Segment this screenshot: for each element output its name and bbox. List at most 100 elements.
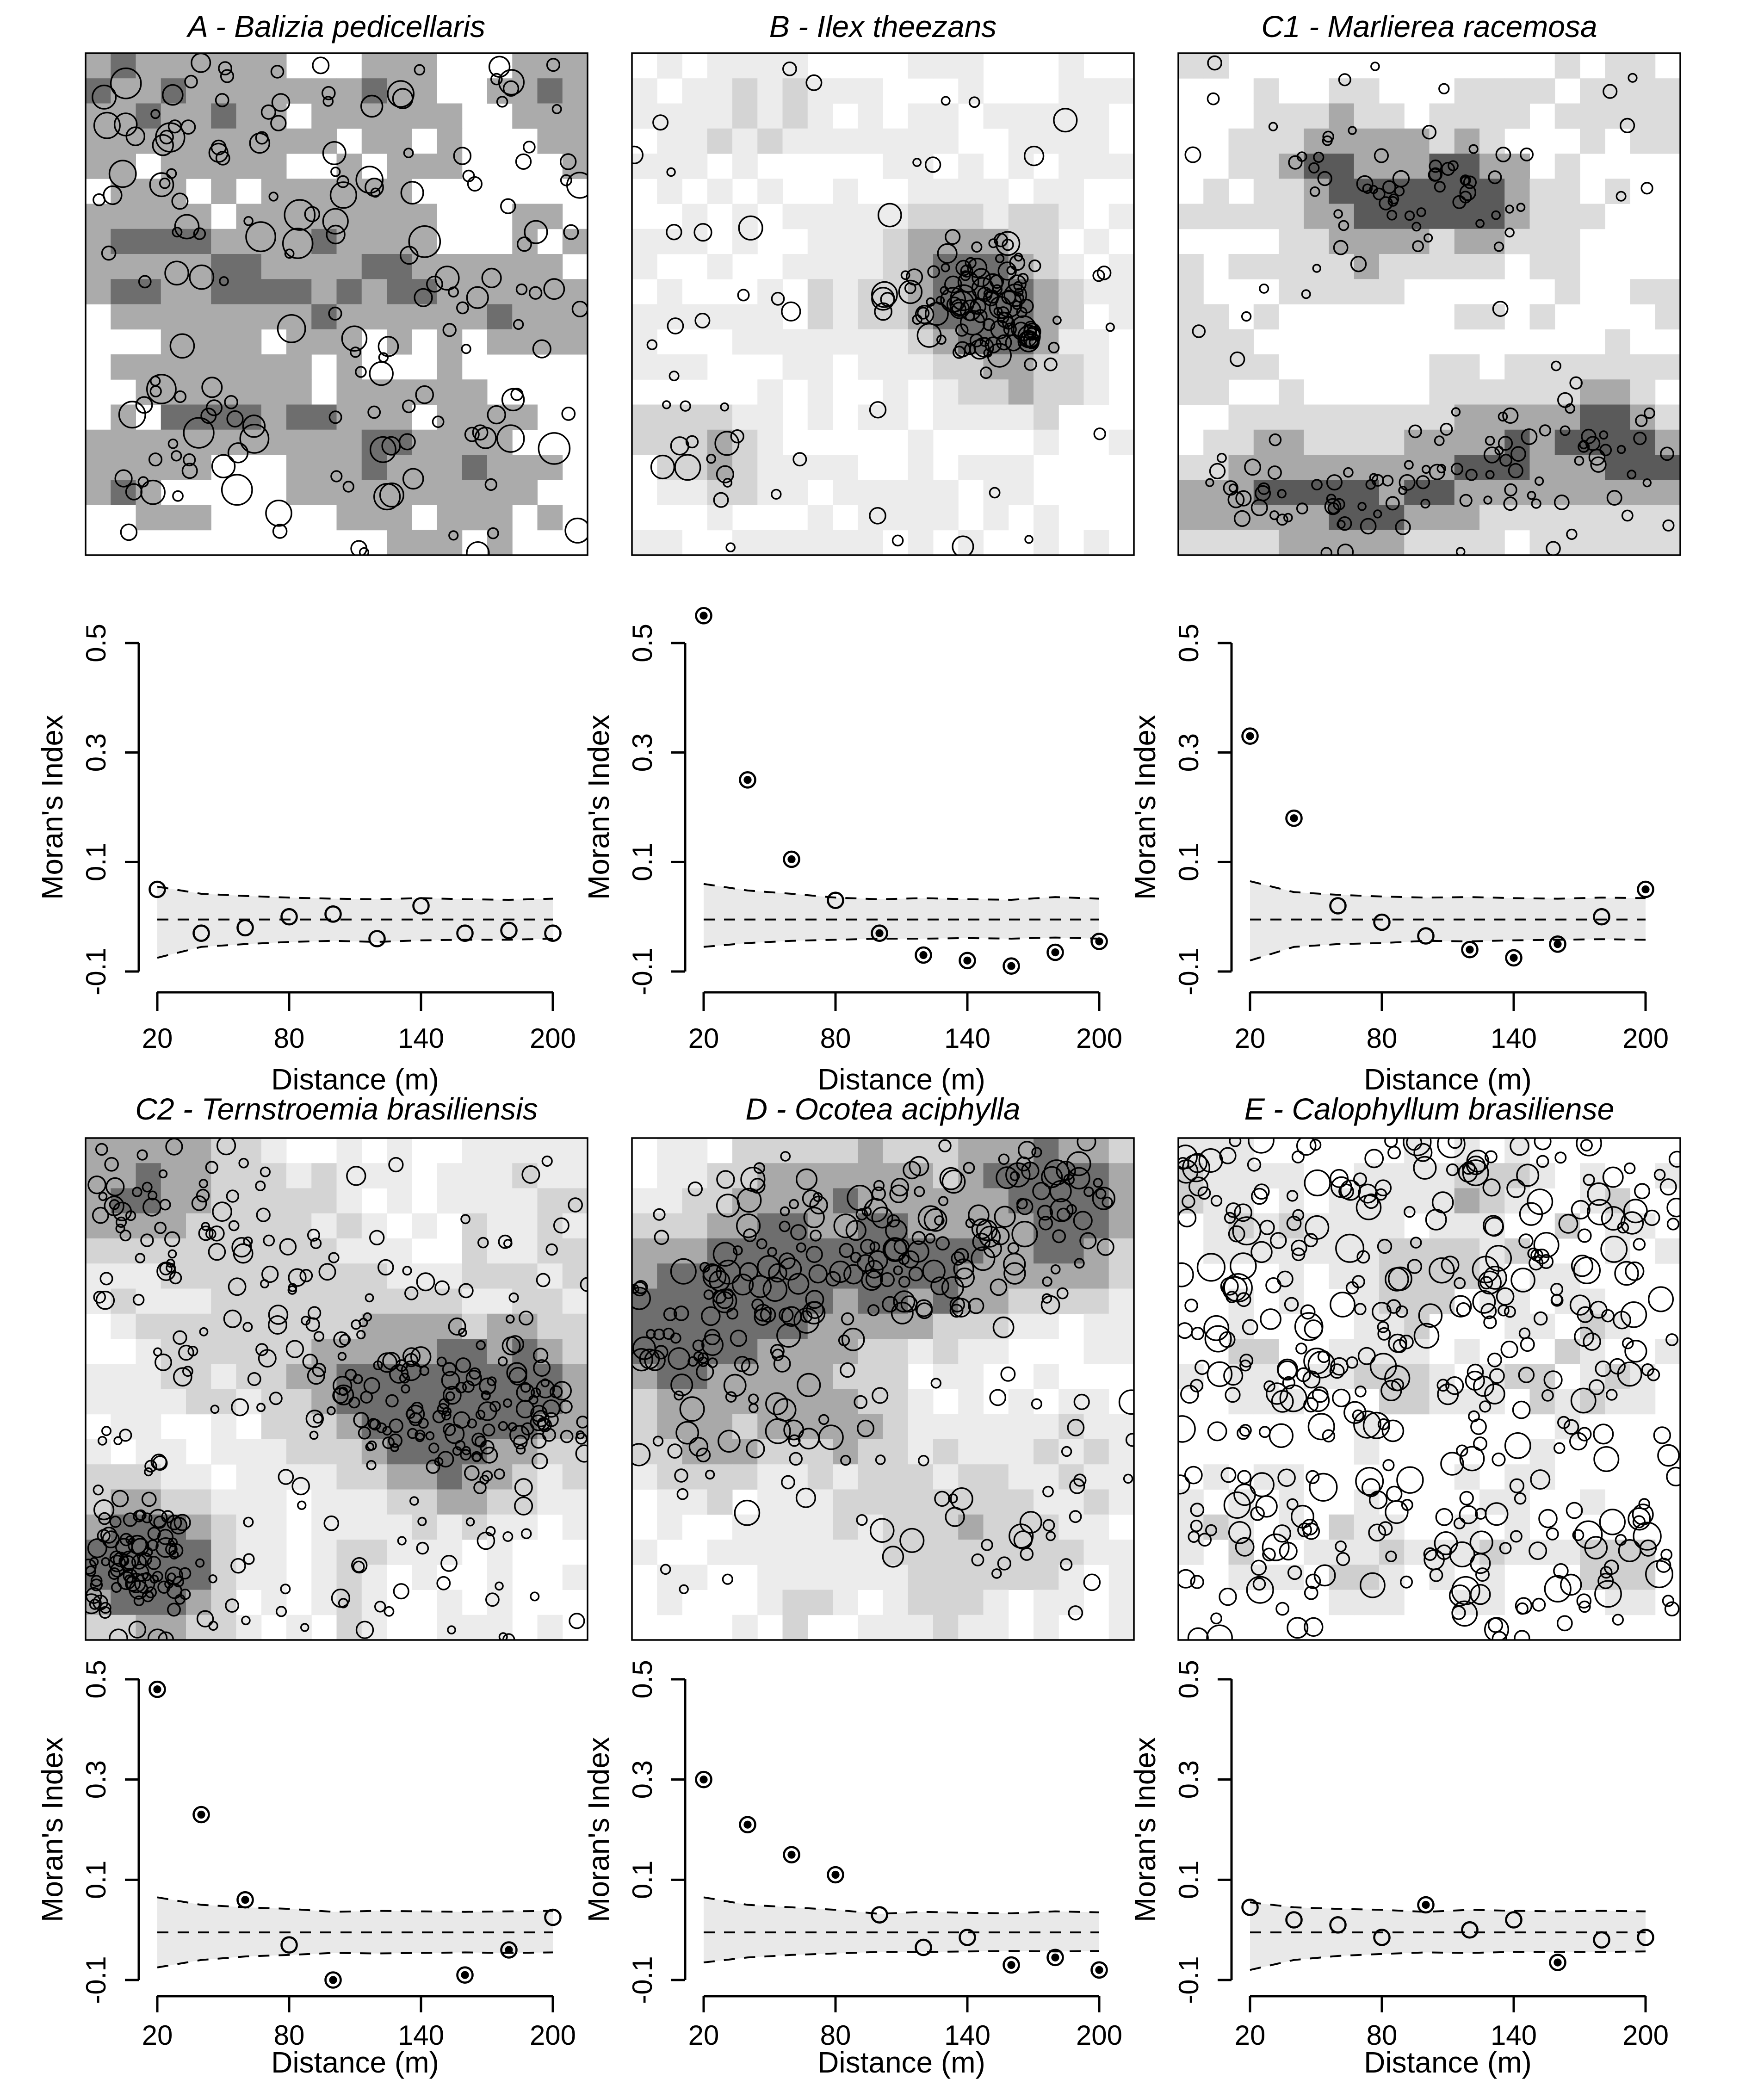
grid-cell (186, 379, 211, 405)
tree-circle (553, 1217, 569, 1234)
grid-cell (1279, 404, 1304, 430)
grid-cell (657, 480, 682, 505)
grid-cell (86, 455, 111, 480)
tree-circle (167, 1249, 177, 1259)
grid-cell (236, 1188, 262, 1214)
grid-cell (286, 279, 312, 304)
tree-circle (1483, 1315, 1497, 1329)
tree-circle (1196, 1253, 1226, 1282)
tree-circle (891, 1301, 914, 1324)
grid-cell (136, 78, 161, 104)
tree-circle (1259, 283, 1269, 294)
grid-cell (286, 455, 312, 480)
grid-cell (311, 1514, 337, 1540)
grid-cell (236, 154, 262, 179)
tree-circle (1239, 1424, 1252, 1437)
grid-cell (833, 1464, 858, 1490)
tree-circle (805, 1245, 823, 1263)
grid-cell (1504, 78, 1530, 104)
tree-circle (1436, 464, 1446, 474)
tree-circle (369, 1230, 385, 1246)
grid-cell (186, 1464, 211, 1490)
tree-circle (1510, 1138, 1529, 1156)
tree-circle (1484, 1150, 1498, 1163)
point-ring-icon (783, 1846, 800, 1863)
grid-cell (933, 53, 959, 79)
grid-cell (858, 1540, 883, 1565)
tree-circle (971, 1553, 984, 1566)
tree-circle (400, 181, 424, 205)
grid-cell (336, 480, 362, 505)
tree-circle (173, 1576, 184, 1588)
tree-circle (149, 1509, 168, 1528)
tree-circle (1207, 1361, 1233, 1387)
grid-cell (136, 304, 161, 330)
grid-cell (1108, 1138, 1134, 1163)
grid-cell (682, 154, 708, 179)
grid-cell (1354, 103, 1380, 129)
correlogram-point (149, 880, 166, 898)
grid-cell (412, 1313, 437, 1339)
tree-circle (506, 1362, 527, 1383)
tree-circle (730, 429, 744, 444)
grid-cell (807, 229, 833, 254)
tree-circle (389, 1418, 403, 1433)
tree-circle (1516, 203, 1526, 212)
grid-cell (562, 329, 588, 355)
tree-circle (530, 1387, 541, 1398)
grid-cell (782, 1263, 808, 1289)
tree-circle (675, 1421, 699, 1445)
tree-circle (479, 1474, 489, 1485)
tree-circle (518, 1311, 534, 1326)
grid-cell (1580, 204, 1605, 229)
tree-circle (101, 1557, 110, 1566)
tree-circle (243, 1553, 255, 1565)
tree-circle (1083, 1573, 1101, 1591)
point-significant-dot-icon (1554, 1958, 1562, 1967)
point-significant-dot-icon (1290, 814, 1298, 823)
grid-cell (858, 1339, 883, 1364)
tree-circle (1073, 1393, 1090, 1410)
grid-cell (782, 1489, 808, 1515)
grid-cell (487, 254, 513, 279)
grid-cell (1630, 455, 1656, 480)
tree-circle (458, 1283, 474, 1299)
tree-circle (1296, 1138, 1317, 1156)
grid-cell (1034, 1288, 1059, 1314)
tree-circle (342, 481, 354, 493)
y-axis-label: Moran's Index (582, 715, 615, 900)
grid-cell (1605, 53, 1630, 79)
tree-circle (1378, 1521, 1393, 1536)
grid-cell (336, 1313, 362, 1339)
tree-circle (806, 1301, 824, 1319)
grid-cell (908, 480, 934, 505)
tree-circle (97, 1436, 107, 1446)
grid-cell (1605, 379, 1630, 405)
tree-circle (952, 346, 966, 359)
grid-cell (1454, 1339, 1480, 1364)
tree-circle (552, 1381, 572, 1401)
grid-cell (1655, 480, 1680, 505)
grid-cell (958, 229, 984, 254)
grid-cell (1554, 1339, 1580, 1364)
tree-circle (1404, 460, 1414, 470)
tree-circle (312, 1413, 323, 1424)
tree-circle (182, 1366, 193, 1377)
tree-circle (95, 1143, 108, 1156)
x-tick-label: 20 (688, 1023, 719, 1054)
tree-circle (220, 69, 235, 83)
grid-cell (1329, 1263, 1355, 1289)
tree-circle (365, 1293, 374, 1303)
grid-cell (1529, 78, 1555, 104)
tree-circle (270, 65, 285, 79)
grid-cell (632, 1464, 657, 1490)
grid-cell (387, 1514, 412, 1540)
tree-circle (99, 1602, 111, 1614)
grid-cell (833, 279, 858, 304)
tree-circle (330, 470, 343, 483)
grid-cell (933, 1339, 959, 1364)
tree-circle (201, 377, 223, 398)
tree-circle (1178, 1415, 1196, 1443)
tree-circle (781, 301, 801, 322)
y-tick-label: 0.3 (80, 733, 111, 772)
